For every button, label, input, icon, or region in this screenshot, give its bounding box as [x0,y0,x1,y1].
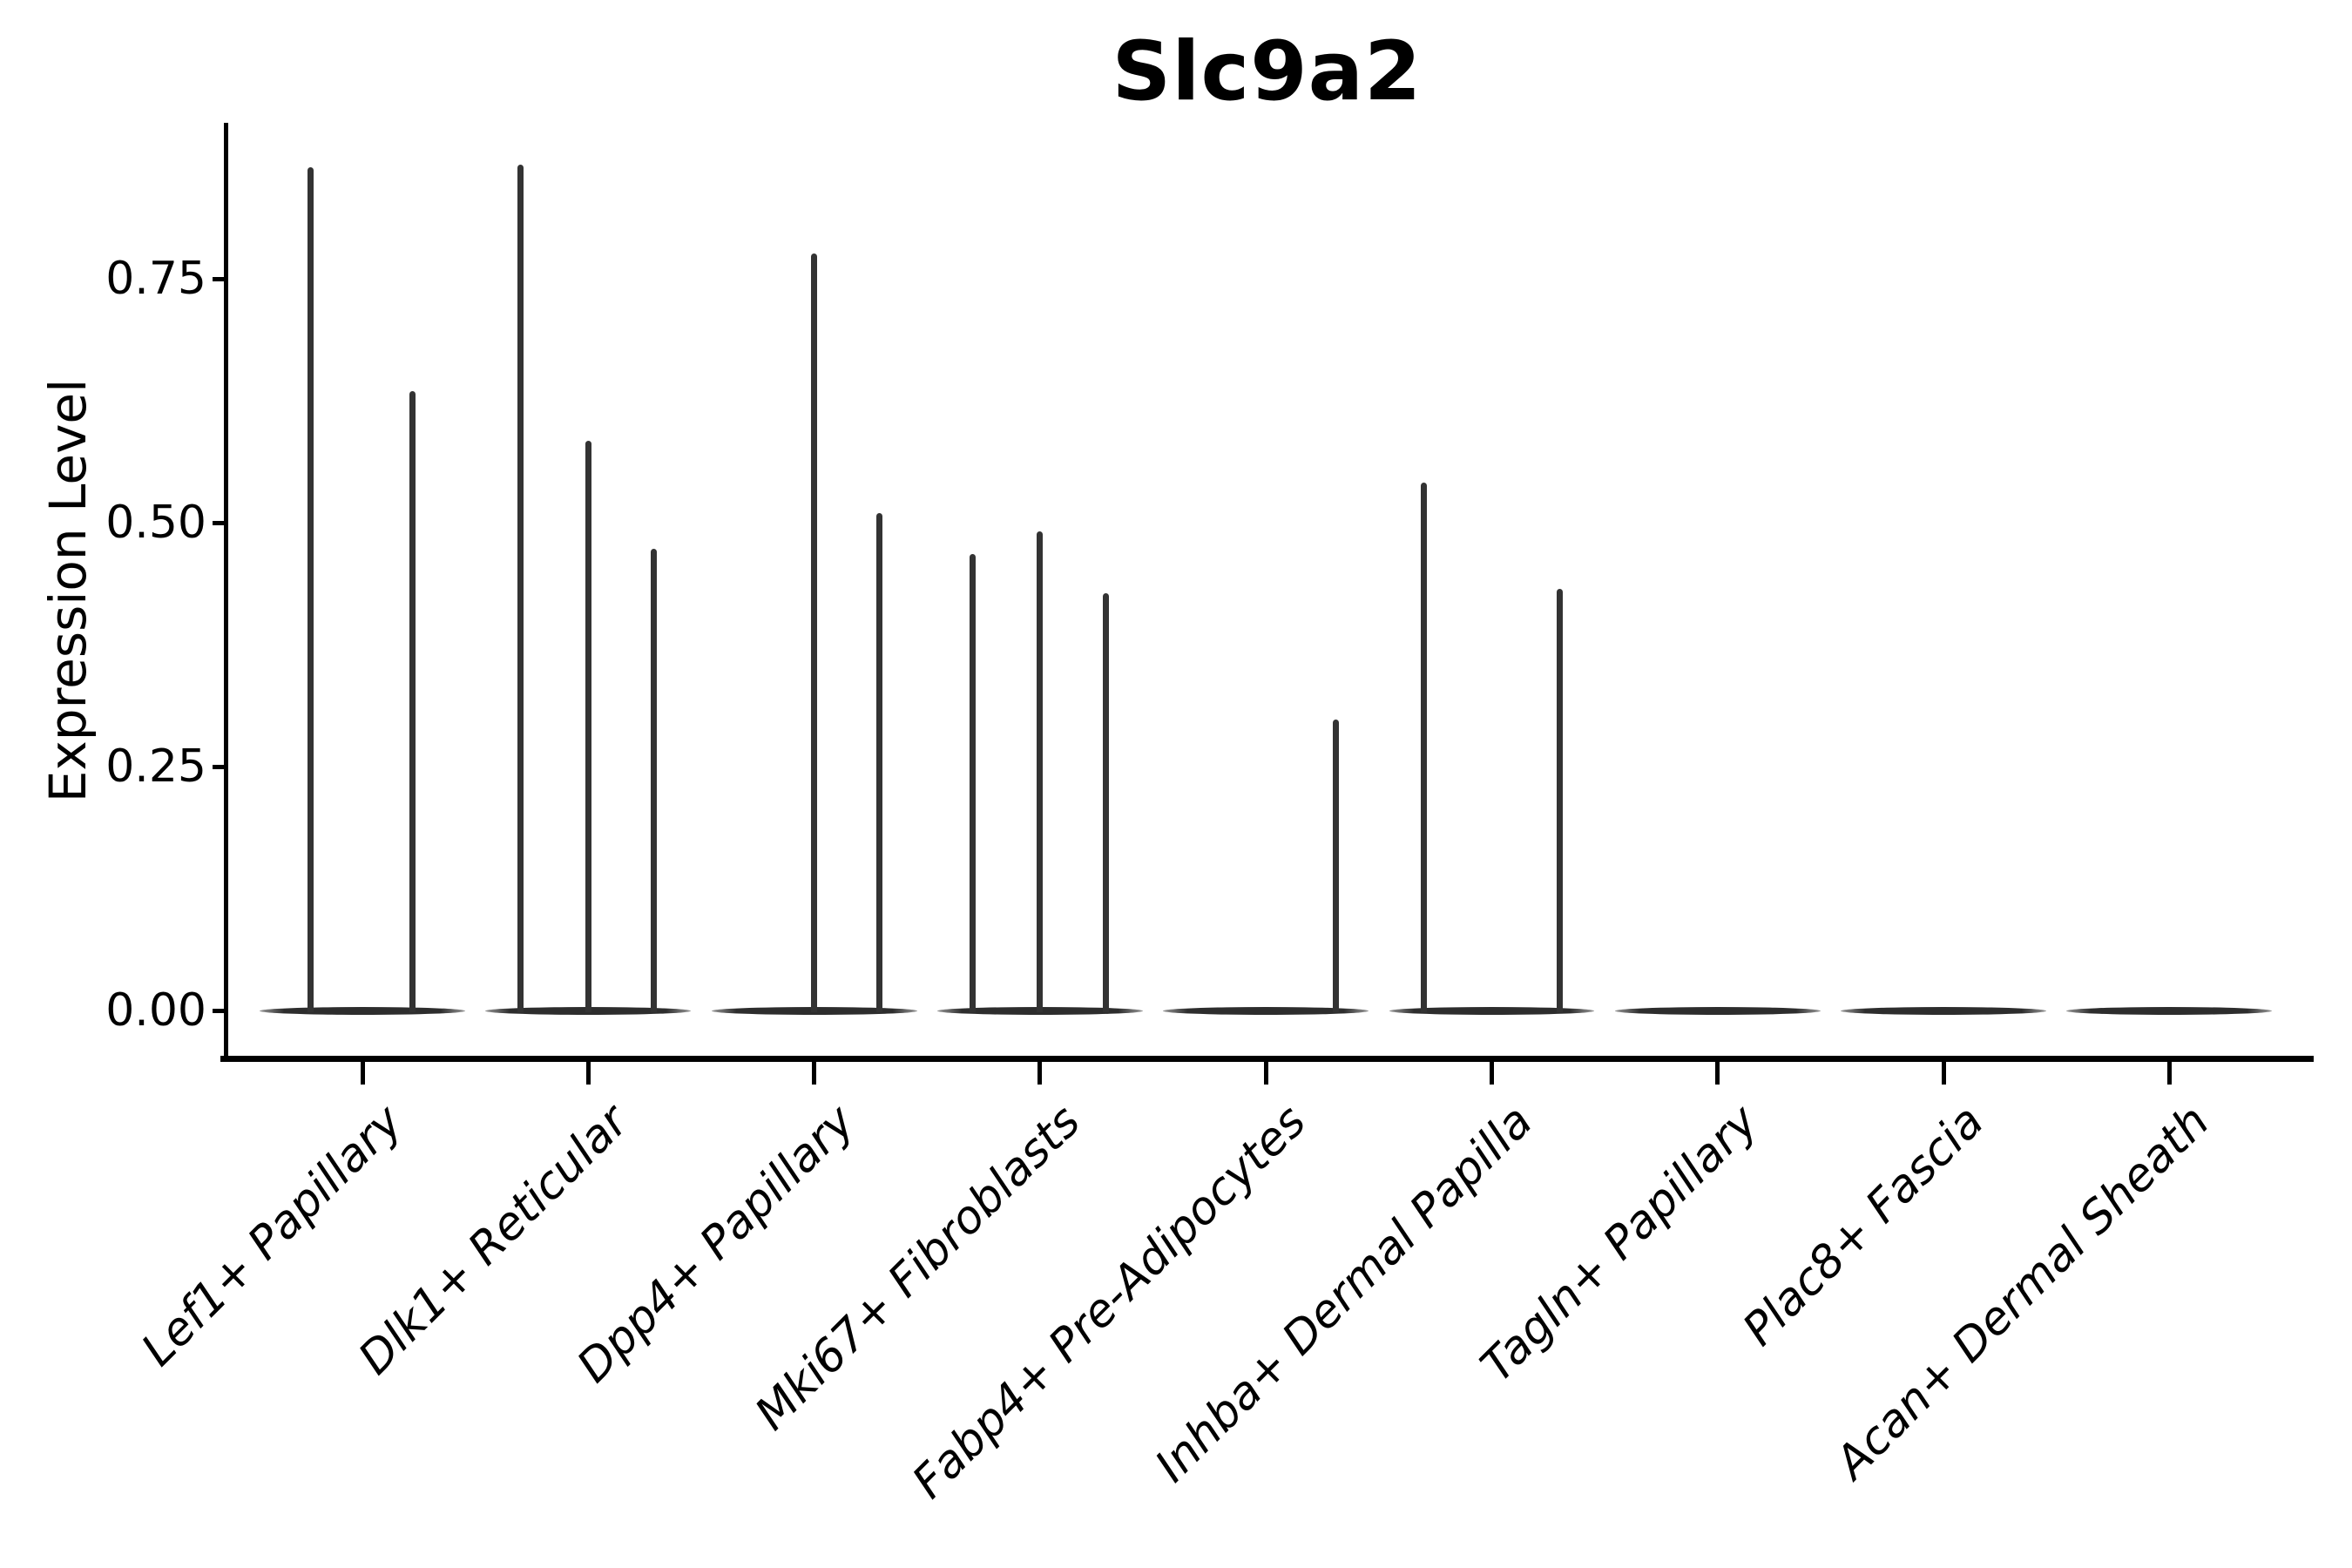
x-tick [2166,1062,2172,1085]
x-tick [1715,1062,1720,1085]
x-tick [585,1062,591,1085]
violin-spike [585,440,591,1012]
violin-baseline [1163,1006,1369,1015]
violin-spike [1102,592,1109,1012]
x-tick [360,1062,365,1085]
violin-baseline [1389,1006,1595,1015]
violin-spike [969,553,976,1012]
violin-baseline [2066,1006,2273,1015]
violin-spike [1556,589,1563,1012]
violin-spike [1333,720,1340,1012]
y-tick [213,1008,225,1013]
violin-spike [650,549,657,1012]
violin-baseline [1841,1006,2047,1015]
violin-baseline [1614,1006,1821,1015]
y-tick-label: 0.75 [105,253,206,305]
violin-spike [307,167,314,1012]
y-tick-label: 0.50 [105,497,206,549]
violin-spike [1421,483,1428,1012]
x-tick [812,1062,817,1085]
y-tick [213,276,225,281]
x-tick-label: Tagln+ Papillary [1470,1095,1768,1393]
violin-spike [876,512,883,1012]
violin-spike [1037,531,1044,1012]
x-tick-label: Dlk1+ Reticular [348,1095,639,1385]
y-tick [213,520,225,525]
x-tick [1490,1062,1494,1085]
violin-spike [517,164,524,1012]
x-tick-label: Dpp4+ Papillary [567,1095,865,1393]
violin-spike [409,390,416,1012]
y-tick [213,764,225,769]
plot-title: Slc9a2 [1112,24,1423,119]
x-tick [1037,1062,1043,1085]
x-tick-label: Inhba+ Dermal Papilla [1145,1095,1543,1493]
violin-spike [811,253,818,1012]
x-tick [1941,1062,1946,1085]
x-tick-label: Acan+ Dermal Sheath [1826,1095,2220,1490]
y-tick-label: 0.00 [105,984,206,1037]
x-tick-label: Fabp4+ Pre-Adipocytes [902,1095,1317,1509]
violin-baseline [260,1006,465,1015]
x-tick-label: Mki67+ Fibroblasts [745,1095,1091,1441]
y-axis-spine [224,123,228,1061]
y-tick-label: 0.25 [105,740,206,793]
x-tick-label: Plac8+ Fascia [1733,1095,1994,1356]
x-tick [1263,1062,1268,1085]
x-axis-spine [220,1056,2314,1062]
